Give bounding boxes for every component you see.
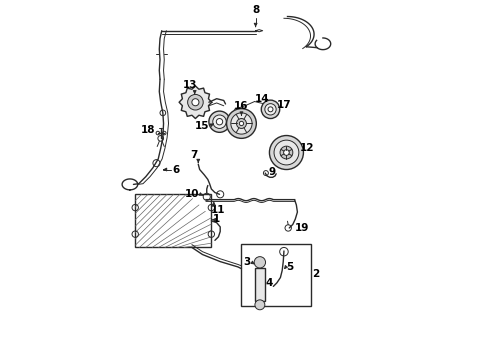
Text: 2: 2	[312, 269, 319, 279]
Circle shape	[270, 135, 303, 170]
Text: 10: 10	[184, 189, 199, 199]
Circle shape	[280, 146, 293, 159]
Bar	[135, 194, 211, 247]
Circle shape	[254, 257, 266, 268]
Text: 17: 17	[277, 100, 292, 110]
Text: 9: 9	[268, 167, 275, 177]
Text: 12: 12	[300, 143, 315, 153]
Circle shape	[216, 118, 222, 125]
Text: 7: 7	[190, 150, 197, 159]
Text: 14: 14	[255, 94, 270, 104]
Bar	[242, 244, 311, 306]
Circle shape	[226, 109, 256, 138]
Circle shape	[237, 118, 246, 129]
Text: 19: 19	[294, 223, 309, 233]
Polygon shape	[179, 86, 212, 118]
Text: 6: 6	[172, 165, 180, 175]
Text: 15: 15	[195, 121, 209, 131]
Text: 3: 3	[243, 257, 250, 267]
Text: 13: 13	[183, 80, 197, 90]
Text: 16: 16	[234, 101, 249, 111]
Circle shape	[188, 94, 203, 110]
Circle shape	[261, 100, 280, 118]
Text: 8: 8	[252, 5, 259, 15]
Text: 18: 18	[141, 125, 156, 135]
Text: 4: 4	[266, 278, 273, 288]
Circle shape	[268, 107, 273, 112]
Circle shape	[213, 115, 226, 129]
Text: 5: 5	[287, 262, 294, 272]
Circle shape	[231, 113, 252, 134]
Circle shape	[284, 150, 289, 156]
Circle shape	[274, 140, 299, 165]
Bar	[255, 267, 265, 301]
Circle shape	[265, 104, 276, 115]
Text: 1: 1	[213, 214, 220, 224]
Circle shape	[239, 121, 244, 126]
Text: 11: 11	[211, 205, 225, 215]
Circle shape	[255, 300, 265, 310]
Circle shape	[192, 99, 199, 106]
Circle shape	[209, 111, 230, 132]
